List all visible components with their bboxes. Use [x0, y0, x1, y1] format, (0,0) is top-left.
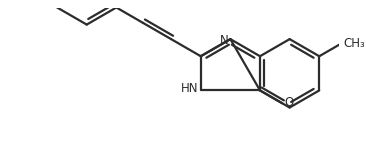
Text: N: N — [220, 34, 228, 47]
Text: HN: HN — [181, 82, 199, 95]
Text: O: O — [284, 96, 293, 108]
Text: CH₃: CH₃ — [344, 37, 365, 50]
